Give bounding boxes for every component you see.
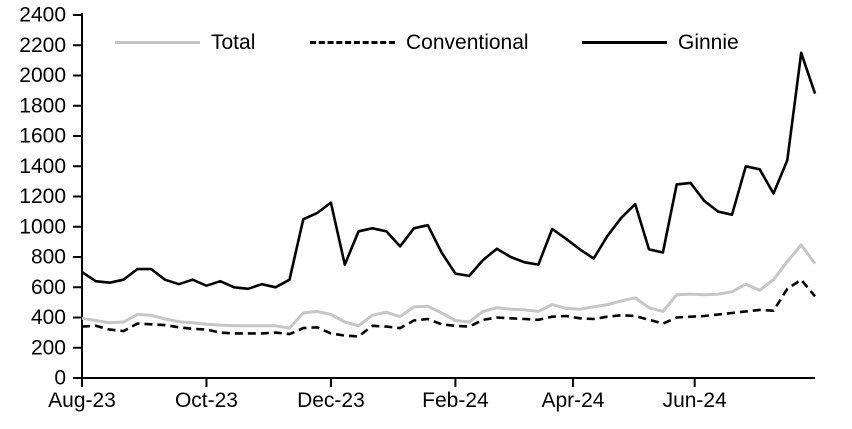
x-axis-tick-label: Oct-23 [175, 389, 238, 412]
y-axis-tick-label: 2400 [19, 4, 66, 27]
y-axis-tick-label: 600 [31, 276, 66, 299]
x-axis-tick-label: Apr-24 [541, 389, 604, 412]
conventional-series-line [81, 278, 816, 338]
y-axis-tick-label: 1000 [19, 215, 66, 238]
y-axis-tick-label: 2200 [19, 34, 66, 57]
y-axis-tick-label: 0 [54, 367, 66, 390]
y-axis-tick-label: 1800 [19, 94, 66, 117]
x-axis-tick-label: Aug-23 [48, 389, 116, 412]
y-axis-tick-label: 200 [31, 336, 66, 359]
total-series-line [81, 243, 817, 330]
y-axis-tick-label: 1400 [19, 155, 66, 178]
x-axis-tick-label: Feb-24 [422, 389, 489, 412]
y-axis-tick-label: 1200 [19, 185, 66, 208]
y-axis-tick-label: 400 [31, 306, 66, 329]
y-axis-tick-label: 800 [31, 246, 66, 269]
ginnie-series-line [81, 51, 817, 291]
x-axis-tick-label: Dec-23 [297, 389, 365, 412]
x-axis-tick-label: Jun-24 [663, 389, 728, 412]
y-axis-tick-label: 1600 [19, 125, 66, 148]
y-axis-tick-label: 2000 [19, 64, 66, 87]
